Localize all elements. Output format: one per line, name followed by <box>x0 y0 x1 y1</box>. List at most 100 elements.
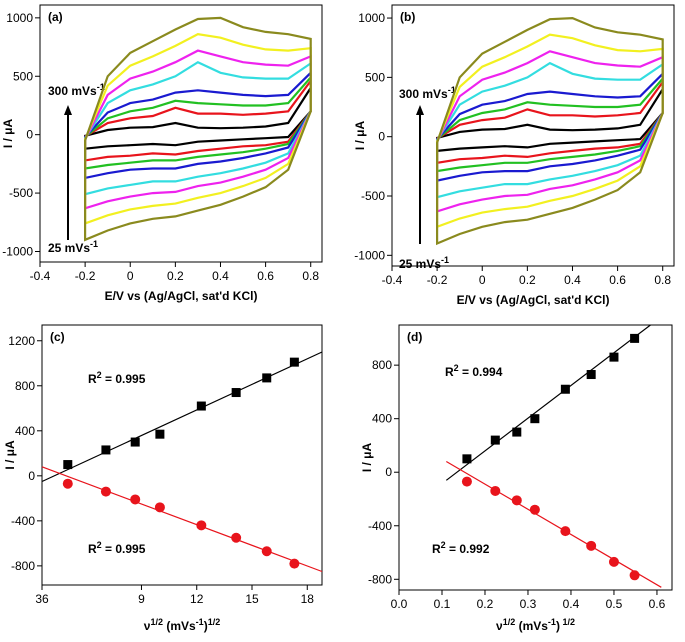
fit-line <box>445 324 651 481</box>
x-tick-label: 0.4 <box>564 273 581 287</box>
x-tick-label: 0.4 <box>563 597 580 611</box>
fit-line <box>445 460 662 588</box>
circle-marker <box>130 494 141 505</box>
y-tick-label: 0 <box>378 130 385 144</box>
x-axis-label: ν1/2 (mVs-1)1/2 <box>144 617 220 633</box>
panel-label: (c) <box>50 330 65 344</box>
square-marker <box>231 388 241 398</box>
x-tick-label: 0.1 <box>434 597 451 611</box>
x-tick-label: 0 <box>479 273 486 287</box>
y-axis-label: I / μA <box>1 118 15 148</box>
annotation-part: R <box>445 365 454 379</box>
x-axis-label-part: 1/2 <box>503 617 516 627</box>
x-tick-label: 0.6 <box>257 269 274 283</box>
annotation-part: = 0.995 <box>102 542 146 556</box>
circle-marker <box>608 556 619 567</box>
square-marker <box>490 435 500 445</box>
annotation-part: 25 mVs <box>48 241 90 255</box>
square-marker <box>560 384 570 394</box>
x-axis-label-part: 1/2 <box>560 617 575 627</box>
square-marker <box>512 427 522 437</box>
square-marker <box>63 460 73 470</box>
annotation-part: 300 mVs <box>48 84 97 98</box>
panel-label: (a) <box>48 10 63 24</box>
annotation-part: -1 <box>448 85 456 95</box>
y-axis-label: I / μA <box>3 440 17 470</box>
y-tick-label: -800 <box>11 559 35 573</box>
x-axis-label-part: ) <box>556 619 560 633</box>
y-tick-label: 0 <box>28 469 35 483</box>
y-tick-label: 1000 <box>6 11 33 25</box>
y-tick-label: -400 <box>11 514 35 528</box>
square-marker <box>530 414 540 424</box>
annotation-part: R <box>88 542 97 556</box>
y-tick-label: 500 <box>365 70 385 84</box>
x-tick-label: 0.3 <box>520 597 537 611</box>
plot-frame <box>398 324 673 591</box>
annotation-part: R <box>88 372 97 386</box>
x-axis-label: ν1/2 (mVs-1) 1/2 <box>496 617 575 633</box>
x-tick-label: 0.2 <box>167 269 184 283</box>
x-tick-label: 0.6 <box>609 273 626 287</box>
x-axis-label: E/V vs (Ag/AgCl, sat'd KCl) <box>105 289 258 303</box>
y-tick-label: 400 <box>372 412 392 426</box>
plot-frame <box>391 4 675 267</box>
square-marker <box>130 437 140 447</box>
x-axis-label-part: (mVs <box>515 619 548 633</box>
square-marker <box>155 429 165 439</box>
cv-curve <box>84 16 312 242</box>
annotation-part: 2 <box>97 370 102 380</box>
circle-marker <box>100 486 111 497</box>
annotation-part: 300 mVs <box>399 87 448 101</box>
annotation-part: -1 <box>97 82 105 92</box>
square-marker <box>196 401 206 411</box>
x-tick-label: -0.2 <box>427 273 448 287</box>
x-tick-label: -0.4 <box>30 269 51 283</box>
x-axis-label: E/V vs (Ag/AgCl, sat'd KCl) <box>457 293 610 307</box>
annotation: 25 mVs-1 <box>48 239 98 255</box>
annotation: R2 = 0.994 <box>445 363 503 379</box>
x-tick-label: -0.4 <box>382 273 403 287</box>
circle-marker <box>461 476 472 487</box>
annotation-part: -1 <box>441 255 449 265</box>
y-tick-label: -500 <box>9 186 33 200</box>
annotation-part: 25 mVs <box>399 257 441 271</box>
x-axis-label-part: ν <box>496 619 503 633</box>
x-axis-label-part: ν <box>144 619 151 633</box>
square-marker <box>462 454 472 464</box>
y-tick-label: -400 <box>368 519 392 533</box>
x-tick-label: 0.4 <box>212 269 229 283</box>
cv-curve <box>84 77 312 162</box>
annotation: 25 mVs-1 <box>399 255 449 271</box>
annotation: 300 mVs-1 <box>399 85 456 101</box>
panel-label: (b) <box>400 10 415 24</box>
y-tick-label: 400 <box>15 424 35 438</box>
y-axis-label: I / μA <box>353 120 367 150</box>
y-tick-label: -1000 <box>354 248 385 262</box>
y-tick-label: -1000 <box>2 244 33 258</box>
x-tick-label: 12 <box>190 592 204 606</box>
x-tick-label: 15 <box>245 592 259 606</box>
square-marker <box>101 445 111 455</box>
circle-marker <box>231 532 242 543</box>
annotation-part: 2 <box>97 540 102 550</box>
y-tick-label: 1200 <box>8 334 35 348</box>
circle-marker <box>629 570 640 581</box>
x-axis-label-part: 1/2 <box>150 617 163 627</box>
y-tick-label: 800 <box>15 379 35 393</box>
arrow-head <box>416 105 424 115</box>
fit-line <box>41 351 323 483</box>
circle-marker <box>490 485 501 496</box>
y-tick-label: 1000 <box>358 11 385 25</box>
y-tick-label: 0 <box>385 465 392 479</box>
annotation-part: = 0.995 <box>102 372 146 386</box>
circle-marker <box>586 540 597 551</box>
x-tick-label: 0.2 <box>477 597 494 611</box>
annotation-part: 2 <box>454 363 459 373</box>
annotation-part: -1 <box>90 239 98 249</box>
circle-marker <box>196 520 207 531</box>
x-tick-label: 18 <box>301 592 315 606</box>
square-marker <box>262 373 272 383</box>
circle-marker <box>529 504 540 515</box>
